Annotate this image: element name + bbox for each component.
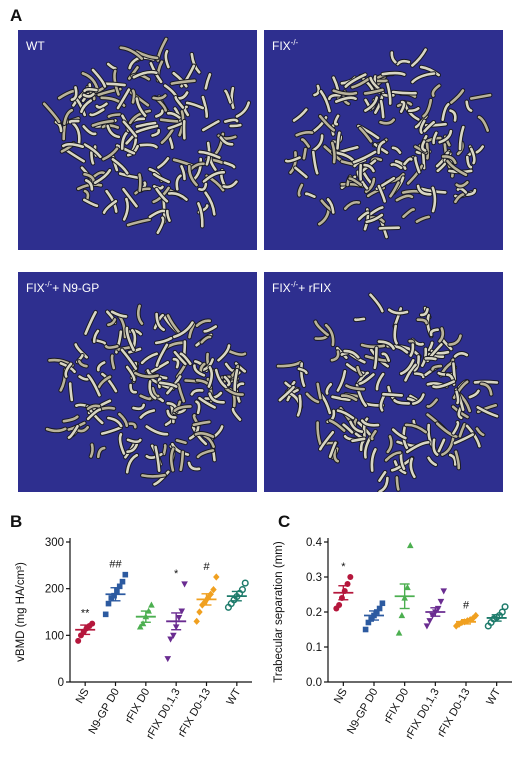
- data-point: [404, 584, 411, 591]
- trabecular-structure: [41, 36, 251, 235]
- data-point: [122, 571, 129, 578]
- data-point: [210, 586, 217, 594]
- data-point: [119, 578, 126, 585]
- bone-strands: [44, 303, 248, 487]
- micro-ct-image-rfix: FIX-/-+ rFIX: [264, 272, 503, 492]
- significance-marker: **: [81, 608, 90, 620]
- y-axis-title: vBMD (mg HA/cm³): [15, 562, 27, 662]
- x-tick-label: NS: [332, 687, 350, 706]
- x-tick-label: WT: [224, 686, 243, 707]
- image-label-wt: WT: [26, 39, 45, 53]
- data-point: [116, 583, 123, 590]
- x-tick-label: rFIX D0: [123, 687, 152, 726]
- panel-a-letter: A: [10, 6, 23, 25]
- chart-trabecular-separation: Trabecular separation (mm) 0.0 0.1 0.2 0.3 0.…: [273, 537, 512, 741]
- significance-marker: #: [203, 561, 210, 573]
- x-tick-label: WT: [484, 686, 503, 707]
- significance-marker: #: [463, 600, 470, 612]
- data-point: [170, 632, 177, 639]
- trabecular-structure: [275, 292, 500, 492]
- data-point: [105, 600, 112, 607]
- y-tick-label: 0.1: [306, 642, 322, 654]
- x-tick-label: rFIX D0-13: [435, 687, 472, 740]
- significance-marker: *: [174, 568, 179, 580]
- micro-ct-image-n9gp: FIX-/-+ N9-GP: [18, 272, 257, 492]
- significance-marker: ##: [109, 559, 122, 571]
- data-point: [376, 605, 383, 612]
- data-point: [440, 588, 448, 595]
- data-point: [368, 616, 374, 622]
- data-point: [139, 620, 147, 627]
- data-point: [193, 617, 200, 625]
- x-tick-label: N9-GP D0: [345, 687, 381, 737]
- image-label-rfix: FIX-/-+ rFIX: [272, 280, 332, 295]
- data-point: [374, 609, 380, 615]
- image-label-n9gp: FIX-/-+ N9-GP: [26, 280, 100, 295]
- data-point: [379, 600, 386, 607]
- data-point: [238, 586, 246, 594]
- data-point: [136, 623, 144, 630]
- trabecular-structure: [284, 47, 493, 240]
- data-point: [181, 581, 188, 588]
- data-point: [241, 579, 249, 587]
- data-point: [111, 592, 117, 599]
- data-point: [178, 608, 186, 615]
- panel-b-letter: B: [10, 512, 23, 531]
- y-tick-label: 100: [45, 630, 64, 642]
- data-point: [102, 611, 109, 618]
- panel-c-letter: C: [278, 512, 291, 531]
- x-tick-label: N9-GP D0: [86, 687, 122, 737]
- significance-marker: *: [341, 561, 346, 573]
- bone-strands: [284, 47, 493, 240]
- micro-ct-image-wt: WT: [18, 30, 257, 250]
- y-tick-label: 200: [45, 584, 64, 596]
- data-point: [472, 611, 479, 620]
- data-point: [365, 619, 372, 626]
- data-point: [406, 542, 414, 549]
- data-point: [423, 623, 431, 630]
- data-point: [89, 620, 96, 627]
- image-label-fix-ko: FIX-/-: [272, 38, 299, 53]
- data-point: [347, 574, 354, 580]
- data-point: [148, 601, 155, 608]
- data-point: [501, 603, 509, 611]
- y-tick-label: 0.3: [306, 572, 322, 584]
- data-point: [426, 618, 434, 625]
- data-point: [437, 598, 445, 605]
- y-axis-title: Trabecular separation (mm): [273, 541, 285, 683]
- data-point: [196, 608, 203, 616]
- data-point: [395, 629, 403, 636]
- y-tick-label: 0.2: [306, 607, 322, 619]
- data-point: [175, 615, 183, 622]
- y-tick-label: 0.0: [306, 677, 322, 689]
- data-point: [75, 637, 82, 644]
- data-point: [167, 636, 174, 643]
- trabecular-structure: [44, 303, 248, 487]
- data-point: [164, 656, 172, 663]
- y-tick-label: 300: [45, 537, 64, 549]
- data-point: [498, 608, 506, 616]
- x-tick-label: NS: [74, 687, 92, 706]
- data-point: [114, 588, 120, 594]
- data-point: [398, 612, 406, 619]
- bone-strands: [41, 36, 251, 235]
- x-tick-label: rFIX D0: [382, 687, 411, 726]
- y-tick-label: 0: [58, 677, 64, 689]
- bone-strands: [275, 292, 500, 492]
- data-point: [336, 602, 343, 608]
- y-tick-label: 0.4: [306, 537, 323, 549]
- micro-ct-image-fix-ko: FIX-/-: [264, 30, 503, 250]
- data-point: [213, 573, 220, 581]
- data-point: [362, 626, 369, 633]
